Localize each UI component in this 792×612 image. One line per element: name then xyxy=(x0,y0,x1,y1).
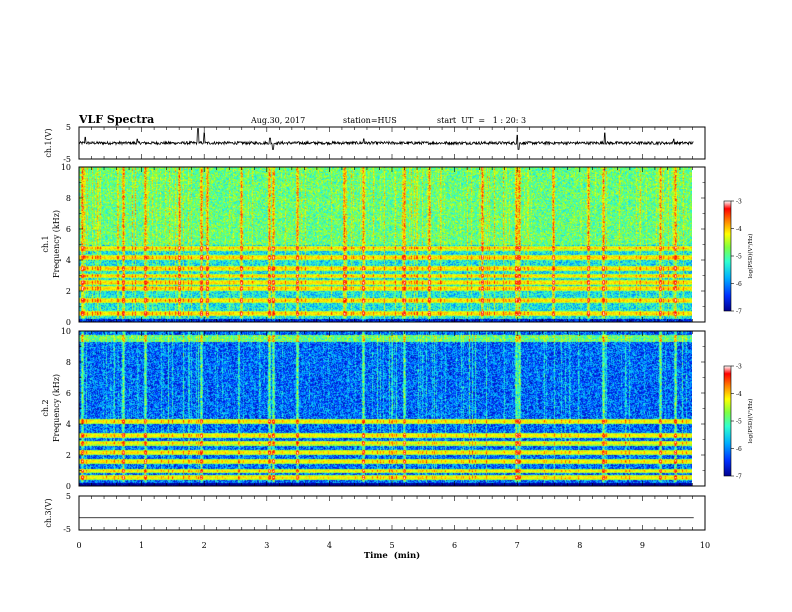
ch1-colorbar-gradient xyxy=(723,200,732,312)
frequency-tick-label: 10 xyxy=(61,327,71,336)
ch1-spectrogram-panel: 0 2 4 6 8 10 ch.1 Frequency (kHz) xyxy=(41,163,706,327)
ch3-ytick-bottom: -5 xyxy=(63,525,71,534)
time-tick-label: 1 xyxy=(139,541,144,550)
ch3-voltage-frame xyxy=(78,495,706,531)
time-tick-label: 5 xyxy=(389,541,394,550)
time-tick-label: 0 xyxy=(76,541,81,550)
ch3-ytick-top: 5 xyxy=(66,492,71,501)
colorbar-tick-label: -5 xyxy=(736,254,742,261)
ch2-colorbar-gradient xyxy=(723,365,732,477)
start-time-label: start UT = 1 : 20: 3 xyxy=(437,116,526,125)
ch1-spectrogram-image xyxy=(79,167,692,322)
ch3-voltage-panel: 5 -5 ch.3(V) xyxy=(44,492,706,534)
frequency-tick-label: 2 xyxy=(66,287,71,296)
colorbar-tick-label: -7 xyxy=(736,309,742,316)
ch3-voltage-xticks xyxy=(78,496,706,530)
time-axis-tick-labels: 0 1 2 3 4 5 6 7 8 9 10 xyxy=(76,541,710,550)
ch1-spectrogram-xticks xyxy=(78,167,706,322)
frequency-tick-label: 8 xyxy=(66,358,71,367)
time-tick-label: 8 xyxy=(577,541,582,550)
ch1-spectrogram-yticks: 0 2 4 6 8 10 xyxy=(61,163,705,327)
frequency-tick-label: 10 xyxy=(61,163,71,172)
colorbar-tick-label: -3 xyxy=(736,364,742,371)
ch2-colorbar-label: log(PSD)(V²/Hz) xyxy=(747,399,754,444)
ch2-frequency-ylabel: Frequency (kHz) xyxy=(52,374,61,442)
figure-title: VLF Spectra xyxy=(78,113,154,126)
date-label: Aug.30, 2017 xyxy=(250,116,305,125)
ch1-voltage-panel: 5 -5 ch.1(V) xyxy=(44,123,706,164)
ch1-frequency-ylabel: Frequency (kHz) xyxy=(52,210,61,278)
frequency-tick-label: 8 xyxy=(66,194,71,203)
colorbar-tick-label: -6 xyxy=(736,446,742,453)
ch1-colorbar-ticks: -3 -4 -5 -6 -7 xyxy=(731,199,742,316)
ch1-colorbar: -3 -4 -5 -6 -7 log(PSD)(V²/Hz) xyxy=(723,199,754,316)
time-tick-label: 2 xyxy=(202,541,207,550)
time-tick-label: 3 xyxy=(264,541,269,550)
frequency-tick-label: 0 xyxy=(66,318,71,327)
time-axis-label: Time (min) xyxy=(364,550,420,561)
frequency-tick-label: 2 xyxy=(66,451,71,460)
ch1-channel-label: ch.1 xyxy=(41,235,50,252)
ch1-colorbar-label: log(PSD)(V²/Hz) xyxy=(747,234,754,279)
ch2-channel-label: ch.2 xyxy=(41,399,50,416)
time-tick-label: 7 xyxy=(515,541,520,550)
ch2-colorbar: -3 -4 -5 -6 -7 log(PSD)(V²/Hz) xyxy=(723,364,754,481)
time-tick-label: 6 xyxy=(452,541,457,550)
colorbar-tick-label: -5 xyxy=(736,419,742,426)
frequency-tick-label: 4 xyxy=(66,256,71,265)
ch2-colorbar-ticks: -3 -4 -5 -6 -7 xyxy=(731,364,742,481)
colorbar-tick-label: -7 xyxy=(736,474,742,481)
ch1-ytick-top: 5 xyxy=(66,123,71,132)
ch2-spectrogram-xticks xyxy=(78,331,706,486)
colorbar-tick-label: -3 xyxy=(736,199,742,206)
time-tick-label: 10 xyxy=(700,541,710,550)
ch2-spectrogram-image xyxy=(79,331,692,486)
ch1-voltage-xticks xyxy=(78,127,706,159)
colorbar-tick-label: -6 xyxy=(736,281,742,288)
frequency-tick-label: 0 xyxy=(66,482,71,491)
ch1-voltage-trace xyxy=(78,128,694,150)
frequency-tick-label: 4 xyxy=(66,420,71,429)
ch1-voltage-ylabel: ch.1(V) xyxy=(44,128,53,157)
frequency-tick-label: 6 xyxy=(66,389,71,398)
colorbar-tick-label: -4 xyxy=(736,226,742,233)
time-tick-label: 9 xyxy=(640,541,645,550)
ch2-spectrogram-panel: 0 2 4 6 8 10 ch.2 Frequency (kHz) xyxy=(41,327,706,491)
ch1-ytick-bottom: -5 xyxy=(63,155,71,164)
time-tick-label: 4 xyxy=(327,541,332,550)
frequency-tick-label: 6 xyxy=(66,225,71,234)
ch3-voltage-ylabel: ch.3(V) xyxy=(44,498,53,527)
ch2-spectrogram-yticks: 0 2 4 6 8 10 xyxy=(61,327,705,491)
station-label: station=HUS xyxy=(343,116,397,125)
colorbar-tick-label: -4 xyxy=(736,391,742,398)
